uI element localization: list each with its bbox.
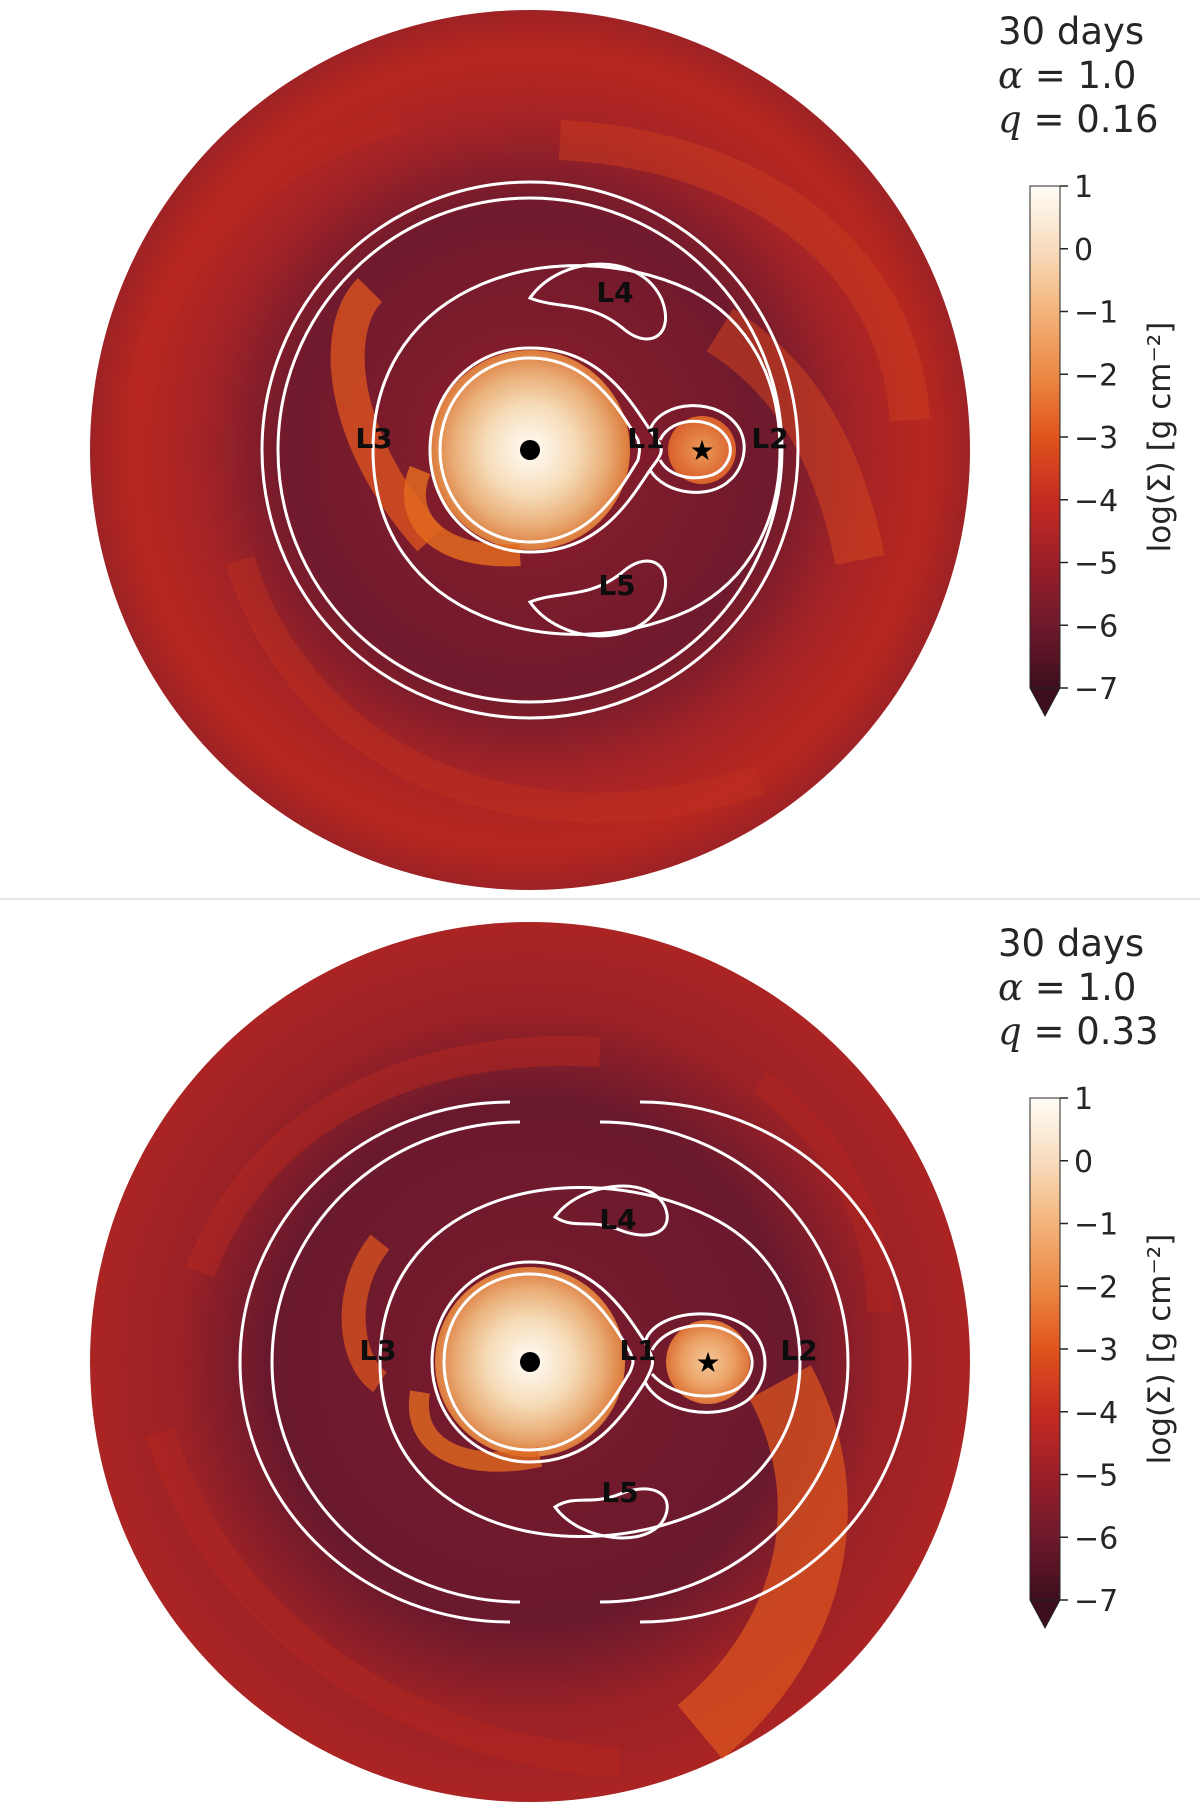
panel-divider bbox=[0, 898, 1200, 900]
alpha-value: = 1.0 bbox=[1034, 54, 1137, 97]
alpha-value: = 1.0 bbox=[1034, 966, 1137, 1009]
density-streams bbox=[145, 1036, 893, 1777]
colorbar-tick-label: −7 bbox=[1074, 1584, 1118, 1619]
colorbar-tick-label: −2 bbox=[1074, 358, 1118, 393]
panel-annotation: 30 days α = 1.0 q = 0.16 bbox=[998, 10, 1159, 142]
lagrange-label-l2: L2 bbox=[751, 422, 788, 455]
colorbar-label: log(Σ) [g cm⁻²] bbox=[1142, 1234, 1178, 1465]
tidal-stream bbox=[404, 465, 521, 567]
colorbar-tick-label: −3 bbox=[1074, 421, 1118, 456]
q-label: q = 0.16 bbox=[998, 98, 1159, 142]
q-value: = 0.16 bbox=[1033, 98, 1159, 141]
colorbar-tick-label: −7 bbox=[1074, 672, 1118, 707]
alpha-symbol: α bbox=[998, 54, 1023, 97]
secondary-envelope bbox=[668, 416, 736, 484]
colorbar-tick-label: 0 bbox=[1074, 1145, 1093, 1180]
colorbar-tick-label: −6 bbox=[1074, 1521, 1118, 1556]
colorbar-tick-label: −6 bbox=[1074, 609, 1118, 644]
alpha-label: α = 1.0 bbox=[998, 54, 1159, 98]
roche-contours bbox=[260, 180, 800, 720]
colorbar-extend-triangle bbox=[1029, 687, 1061, 718]
colorbar-tick-label: −4 bbox=[1074, 1396, 1118, 1431]
colorbar-tick-label: 0 bbox=[1074, 233, 1093, 268]
primary-star-marker bbox=[520, 1352, 540, 1372]
lagrange-label-l1: L1 bbox=[619, 1334, 656, 1367]
colorbar-tick-label: −1 bbox=[1074, 1208, 1118, 1243]
lagrange-label-l3: L3 bbox=[359, 1334, 396, 1367]
q-symbol: q bbox=[998, 98, 1022, 141]
colorbar-tick-label: −5 bbox=[1074, 1459, 1118, 1494]
density-panel-q033: ★ L1 L2 L3 L4 L5 1 0 −1 −2 −3 −4 −5 −6 −7 log(Σ) … bbox=[0, 912, 1200, 1812]
lagrange-label-l4: L4 bbox=[599, 1203, 636, 1236]
colorbar-tick-label: 1 bbox=[1074, 1082, 1093, 1117]
roche-contours bbox=[238, 1100, 912, 1624]
time-label: 30 days bbox=[998, 922, 1145, 965]
lagrange-label-l4: L4 bbox=[596, 276, 633, 309]
q-value: = 0.33 bbox=[1033, 1010, 1159, 1053]
time-label: 30 days bbox=[998, 10, 1145, 53]
colorbar-tick-label: −4 bbox=[1074, 484, 1118, 519]
colorbar-tick-label: 1 bbox=[1074, 170, 1093, 205]
secondary-star-marker: ★ bbox=[689, 434, 714, 467]
colorbar-gradient bbox=[1029, 1097, 1061, 1601]
colorbar-tick-label: −5 bbox=[1074, 547, 1118, 582]
lagrange-label-l5: L5 bbox=[598, 569, 635, 602]
alpha-label: α = 1.0 bbox=[998, 966, 1159, 1010]
colorbar-gradient bbox=[1029, 185, 1061, 689]
primary-star-marker bbox=[520, 440, 540, 460]
q-label: q = 0.33 bbox=[998, 1010, 1159, 1054]
colorbar: 1 0 −1 −2 −3 −4 −5 −6 −7 log(Σ) [g cm⁻²] bbox=[1029, 170, 1178, 718]
lagrange-label-l1: L1 bbox=[627, 422, 664, 455]
lagrange-label-l5: L5 bbox=[601, 1476, 638, 1509]
secondary-star-marker: ★ bbox=[695, 1346, 720, 1379]
alpha-symbol: α bbox=[998, 966, 1023, 1009]
panel-annotation: 30 days α = 1.0 q = 0.33 bbox=[998, 922, 1159, 1054]
colorbar-label: log(Σ) [g cm⁻²] bbox=[1142, 322, 1178, 553]
density-map: ★ L1 L2 L3 L4 L5 1 0 −1 −2 −3 −4 −5 −6 −7 log(Σ) … bbox=[90, 922, 1178, 1802]
lagrange-label-l3: L3 bbox=[355, 422, 392, 455]
density-map: ★ L1 L2 L3 L4 L5 1 0 −1 −2 −3 −4 −5 −6 −7 log(Σ) … bbox=[90, 10, 1178, 890]
colorbar-tick-label: −1 bbox=[1074, 296, 1118, 331]
density-streams bbox=[127, 107, 930, 823]
density-panel-q016: ★ L1 L2 L3 L4 L5 1 0 −1 −2 −3 −4 −5 −6 −7 log(Σ) … bbox=[0, 0, 1200, 900]
lagrange-label-l2: L2 bbox=[780, 1334, 817, 1367]
colorbar: 1 0 −1 −2 −3 −4 −5 −6 −7 log(Σ) [g cm⁻²] bbox=[1029, 1082, 1178, 1630]
q-symbol: q bbox=[998, 1010, 1022, 1053]
colorbar-extend-triangle bbox=[1029, 1599, 1061, 1630]
secondary-envelope bbox=[666, 1320, 750, 1404]
colorbar-tick-label: −3 bbox=[1074, 1333, 1118, 1368]
colorbar-tick-label: −2 bbox=[1074, 1270, 1118, 1305]
